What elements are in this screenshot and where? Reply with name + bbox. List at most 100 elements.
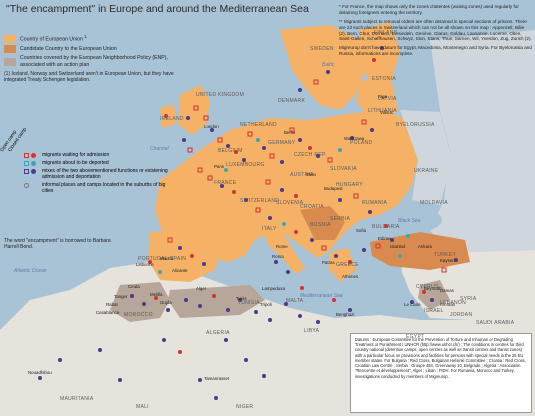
camp-marker xyxy=(212,294,216,298)
camp-marker xyxy=(282,222,286,226)
camp-marker xyxy=(118,378,122,382)
credit-note: The word "encampment" is borrowed to Bar… xyxy=(4,238,111,250)
map-label-countrie: MOLDAVIA xyxy=(420,200,448,206)
legend-swatch-eu xyxy=(4,34,16,43)
map-label-citie: Lampedusa xyxy=(262,286,285,291)
camp-marker xyxy=(268,318,272,322)
map-label-countrie: ESTONIA xyxy=(372,76,396,82)
symbol-label-mixed: mixes of the two abovementioned function… xyxy=(42,168,168,180)
camp-marker xyxy=(234,150,238,154)
legend-label-enp: Countries covered by the European Neighb… xyxy=(20,55,168,68)
closed-camp-marker xyxy=(441,267,447,273)
camp-marker xyxy=(384,224,388,228)
camp-marker xyxy=(244,198,248,202)
closed-camp-marker xyxy=(207,175,213,181)
camp-marker xyxy=(164,114,168,118)
map-label-citie: Casablanca xyxy=(96,310,120,315)
map-label-citie: Rabat xyxy=(106,302,118,307)
camp-marker xyxy=(316,320,320,324)
map-label-citie: Kayseri xyxy=(440,258,455,263)
camp-marker xyxy=(214,396,218,400)
camp-marker xyxy=(198,304,202,308)
baltics xyxy=(356,80,398,118)
camp-marker xyxy=(178,246,182,250)
camp-marker xyxy=(370,128,374,132)
map-label-countrie: TURKEY xyxy=(434,252,457,258)
map-label-citie: Edirne xyxy=(378,236,391,241)
map-label-countrie: AUSTRIA xyxy=(290,172,314,178)
map-label-citie: Nouadhibou xyxy=(28,370,52,375)
camp-marker xyxy=(308,146,312,150)
page-title: "The encampment" in Europe and around th… xyxy=(6,3,309,15)
map-label-countrie: HUNGARY xyxy=(336,182,364,188)
filled-circle-red-icon xyxy=(31,153,36,158)
camp-marker xyxy=(316,154,320,158)
sources-box: Datums : European Committee for the Prev… xyxy=(350,333,532,413)
map-label-countrie: MALTA xyxy=(286,298,304,304)
camp-marker xyxy=(198,378,202,382)
closed-camp-marker xyxy=(255,207,261,213)
map-label-citie: Rome xyxy=(276,244,288,249)
map-label-citie: Istanbul xyxy=(390,244,406,249)
camp-marker xyxy=(232,190,236,194)
camp-marker xyxy=(256,138,260,142)
map-label-countrie: EGYPT xyxy=(406,334,425,340)
map-label-citie: Tanger xyxy=(114,294,128,299)
camp-marker xyxy=(410,300,414,304)
algeria-tunisia xyxy=(168,285,265,318)
map-label-citie: Lisbonne xyxy=(136,262,154,267)
scandinavia xyxy=(280,25,365,110)
map-label-sea: Mediterranean Sea xyxy=(300,293,343,299)
map-label-countrie: SWEDEN xyxy=(310,46,334,52)
camp-marker xyxy=(338,148,342,152)
camp-marker xyxy=(298,88,302,92)
map-label-countrie: MAURITANIA xyxy=(60,396,94,402)
map-label-countrie: SLOVENIA xyxy=(276,200,304,206)
map-label-countrie: SWITZERLAND xyxy=(240,198,280,204)
italy xyxy=(262,222,305,274)
closed-camp-marker xyxy=(375,243,381,249)
camp-marker xyxy=(166,308,170,312)
closed-camp-marker xyxy=(321,245,327,251)
map-label-citie: Madrid xyxy=(160,256,174,261)
map-label-citie: Alicante xyxy=(172,268,188,273)
map-label-countrie: LEBANON xyxy=(440,300,466,306)
camp-marker xyxy=(130,294,134,298)
camp-marker xyxy=(142,302,146,306)
closed-camp-marker xyxy=(247,131,253,137)
map-label-countrie: ITALY xyxy=(262,226,277,232)
closed-camp-marker xyxy=(327,157,333,163)
map-label-citie: Riga xyxy=(378,94,388,99)
camp-marker xyxy=(98,348,102,352)
closed-camp-marker xyxy=(313,79,319,85)
map-label-citie: Tamanrasset xyxy=(204,376,230,381)
camp-marker xyxy=(294,230,298,234)
map-label-countrie: GREECE xyxy=(336,262,359,268)
map-label-countrie: MALI xyxy=(136,404,149,410)
camp-marker xyxy=(226,308,230,312)
map-label-countrie: ISRAEL xyxy=(424,308,444,314)
map-label-countrie: FINLAND xyxy=(374,30,398,36)
map-label-citie: Vilnius xyxy=(380,110,393,115)
camp-marker xyxy=(294,194,298,198)
camp-marker xyxy=(224,338,228,342)
closed-camp-marker xyxy=(193,105,199,111)
note-missing-data: Migreurop don't have datum for Egypt, Ma… xyxy=(339,45,532,57)
map-label-sea: Black Sea xyxy=(398,218,421,224)
map-label-citie: Alger xyxy=(196,286,207,291)
symbol-legend: migrants waiting for admission migrants … xyxy=(24,152,174,196)
map-label-citie: Ceuta xyxy=(128,284,140,289)
map-label-citie: Ankara xyxy=(418,244,432,249)
legend-footnote: (1) Iceland, Norway and Switzerland aren… xyxy=(4,71,174,84)
camp-marker xyxy=(268,216,272,220)
camp-marker xyxy=(362,248,366,252)
open-square-purple-icon xyxy=(24,169,29,174)
map-label-citie: Le Caire xyxy=(404,302,421,307)
map-label-countrie: UKRAINE xyxy=(414,168,439,174)
map-label-countrie: LATVIA xyxy=(378,96,397,102)
map-label-citie: Tripoli xyxy=(260,302,272,307)
closed-camp-marker xyxy=(361,119,367,125)
camp-marker xyxy=(332,298,336,302)
map-label-countrie: JORDAN xyxy=(450,312,473,318)
byelorussia-ukraine xyxy=(400,110,452,205)
